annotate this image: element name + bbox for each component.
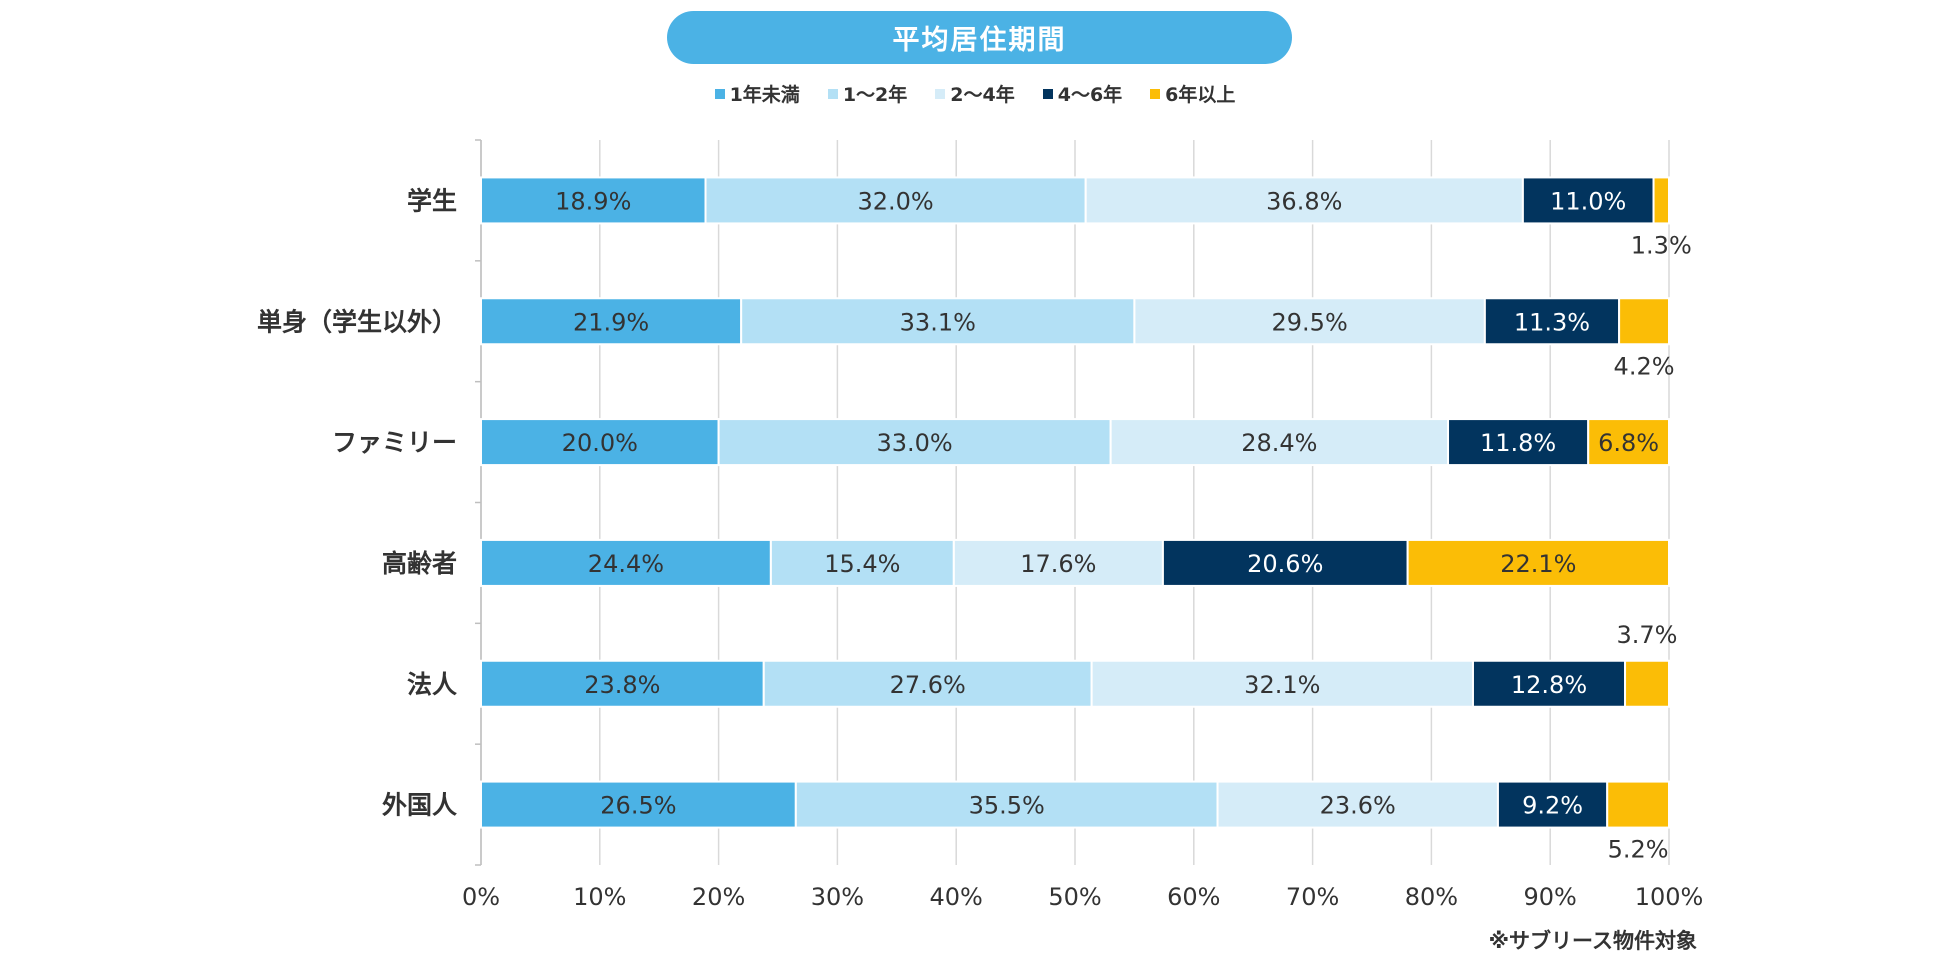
bar-segment <box>480 176 707 225</box>
data-label: 5.2% <box>1608 836 1669 864</box>
legend-item: 1〜2年 <box>827 80 908 107</box>
bar-segment <box>1618 297 1671 346</box>
data-label: 11.8% <box>1480 429 1556 457</box>
bar-segment <box>1447 418 1590 467</box>
bar-segment <box>704 176 1087 225</box>
data-label: 29.5% <box>1272 308 1348 336</box>
category-label: 学生 <box>407 186 457 215</box>
category-label: 外国人 <box>382 791 457 820</box>
x-tick-label: 10% <box>573 883 626 911</box>
data-label: 32.1% <box>1244 671 1320 699</box>
legend-swatch <box>1042 88 1053 99</box>
data-label: 4.2% <box>1614 352 1675 380</box>
x-tick-label: 90% <box>1524 883 1577 911</box>
footnote: ※サブリース物件対象 <box>1488 929 1697 953</box>
data-label: 9.2% <box>1522 792 1583 820</box>
x-tick-label: 60% <box>1167 883 1220 911</box>
category-label: 法人 <box>407 670 457 699</box>
data-label: 3.7% <box>1617 621 1678 649</box>
data-label: 21.9% <box>573 308 649 336</box>
bar-segment <box>1587 418 1670 467</box>
legend-item: 2〜4年 <box>935 80 1015 107</box>
bar-segment <box>1133 297 1486 346</box>
data-label: 23.8% <box>584 671 660 699</box>
data-label: 23.6% <box>1320 792 1396 820</box>
legend-swatch <box>935 88 946 99</box>
data-label: 28.4% <box>1241 429 1317 457</box>
legend-label: 1年未満 <box>729 84 800 106</box>
bar-segment <box>769 538 955 587</box>
legend: 1年未満 1〜2年 2〜4年 4〜6年 6年以上 <box>0 80 1950 107</box>
legend-item: 6年以上 <box>1150 80 1235 107</box>
bar-segment <box>1624 659 1670 708</box>
data-label: 24.4% <box>588 550 664 578</box>
data-label: 33.0% <box>876 429 952 457</box>
bar-segment <box>1090 659 1474 708</box>
bar-segment <box>794 780 1219 829</box>
data-label: 17.6% <box>1020 550 1096 578</box>
legend-swatch <box>714 88 725 99</box>
data-label: 15.4% <box>824 550 900 578</box>
category-label: 高齢者 <box>382 549 457 578</box>
bar-segment <box>480 418 720 467</box>
legend-item: 4〜6年 <box>1042 80 1123 107</box>
data-label: 36.8% <box>1266 187 1342 215</box>
x-tick-label: 0% <box>462 883 500 911</box>
data-label: 20.6% <box>1247 550 1323 578</box>
bar-segment <box>762 659 1093 708</box>
data-label: 26.5% <box>600 792 676 820</box>
data-label: 20.0% <box>562 429 638 457</box>
x-tick-label: 80% <box>1405 883 1458 911</box>
data-label: 22.1% <box>1500 550 1576 578</box>
bar-segment <box>1521 176 1655 225</box>
legend-label: 1〜2年 <box>842 84 908 106</box>
legend-swatch <box>827 88 838 99</box>
data-label: 27.6% <box>890 671 966 699</box>
x-tick-label: 20% <box>692 883 745 911</box>
bar-segment <box>480 659 765 708</box>
data-label: 1.3% <box>1631 231 1692 259</box>
x-tick-label: 70% <box>1286 883 1339 911</box>
bar-segment <box>952 538 1164 587</box>
data-label: 35.5% <box>969 792 1045 820</box>
data-label: 12.8% <box>1511 671 1587 699</box>
x-tick-label: 100% <box>1635 883 1704 911</box>
chart-title: 平均居住期間 <box>667 11 1292 64</box>
bar-segment <box>480 297 743 346</box>
category-label: ファミリー <box>332 428 457 457</box>
legend-swatch <box>1150 88 1161 99</box>
bar-segment <box>1084 176 1524 225</box>
legend-label: 4〜6年 <box>1057 84 1123 106</box>
data-label: 33.1% <box>900 308 976 336</box>
legend-item: 1年未満 <box>714 80 800 107</box>
bar-segment <box>1652 176 1671 225</box>
legend-label: 6年以上 <box>1165 84 1236 106</box>
data-label: 32.0% <box>857 187 933 215</box>
x-tick-label: 30% <box>811 883 864 911</box>
bar-segment <box>1109 418 1450 467</box>
bar-segment <box>1161 538 1409 587</box>
bar-segment <box>1606 780 1670 829</box>
x-tick-label: 40% <box>930 883 983 911</box>
bar-segment <box>717 418 1112 467</box>
x-tick-label: 50% <box>1048 883 1101 911</box>
data-label: 11.3% <box>1514 308 1590 336</box>
data-label: 6.8% <box>1598 429 1659 457</box>
bar-segment <box>1496 780 1609 829</box>
data-label: 18.9% <box>555 187 631 215</box>
category-label: 単身（学生以外） <box>257 307 457 336</box>
data-label: 11.0% <box>1550 187 1626 215</box>
legend-label: 2〜4年 <box>950 84 1015 106</box>
bar-segment <box>1406 538 1670 587</box>
